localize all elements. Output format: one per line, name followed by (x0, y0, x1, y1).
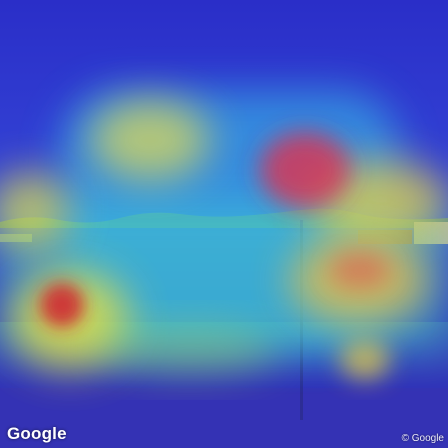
copyright-attribution: © Google (401, 433, 444, 444)
road (0, 388, 448, 448)
google-logo: Google (7, 424, 67, 443)
